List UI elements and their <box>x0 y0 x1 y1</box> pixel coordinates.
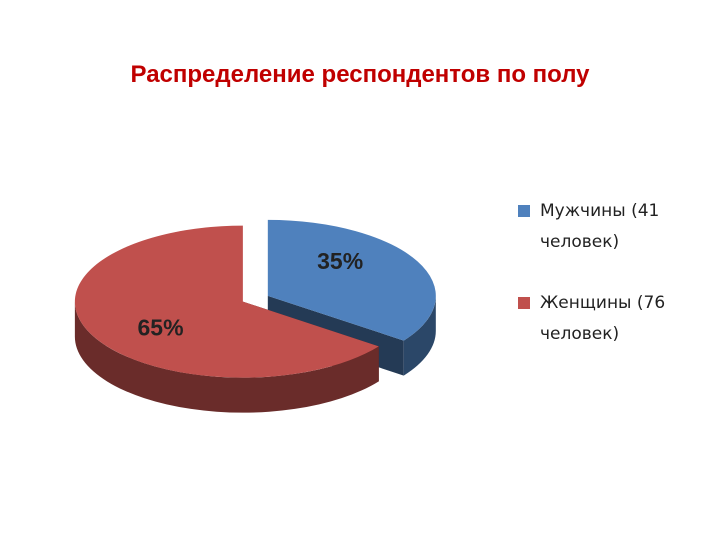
value-label: 65% <box>138 315 184 341</box>
value-label: 35% <box>317 248 363 274</box>
chart-title: Распределение респондентов по полу <box>131 61 591 88</box>
legend-swatch <box>518 205 530 217</box>
legend-swatch <box>518 297 530 309</box>
slice <box>74 225 379 378</box>
pie-tops <box>74 219 436 378</box>
slice-wall <box>403 295 436 376</box>
slice-wall <box>74 301 379 413</box>
legend-label: Женщины (76 человек) <box>540 293 666 344</box>
legend-label: Мужчины (41 человек) <box>540 201 660 252</box>
slice <box>267 219 436 341</box>
legend-item: Женщины (76 человек) <box>518 288 693 350</box>
legend-item: Мужчины (41 человек) <box>518 196 693 258</box>
